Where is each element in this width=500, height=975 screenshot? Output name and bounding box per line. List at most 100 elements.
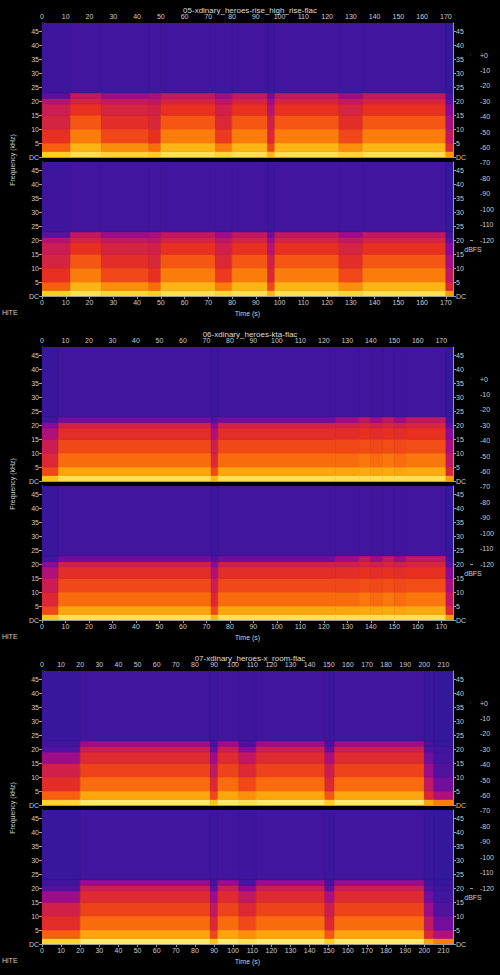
svg-text:35: 35 xyxy=(31,843,39,850)
svg-text:-20: -20 xyxy=(480,82,490,89)
svg-text:DC: DC xyxy=(456,941,466,948)
svg-text:30: 30 xyxy=(456,70,464,77)
svg-text:-30: -30 xyxy=(480,422,490,429)
svg-text:60: 60 xyxy=(179,337,187,344)
svg-text:170: 170 xyxy=(440,13,452,20)
svg-text:-60: -60 xyxy=(480,792,490,799)
svg-text:15: 15 xyxy=(31,436,39,443)
svg-text:40: 40 xyxy=(456,366,464,373)
svg-text:-90: -90 xyxy=(480,190,490,197)
svg-text:160: 160 xyxy=(342,661,354,668)
svg-text:20: 20 xyxy=(31,237,39,244)
svg-text:10: 10 xyxy=(456,589,464,596)
svg-text:15: 15 xyxy=(456,760,464,767)
svg-text:DC: DC xyxy=(29,941,39,948)
svg-text:160: 160 xyxy=(416,13,428,20)
svg-text:30: 30 xyxy=(456,857,464,864)
svg-text:50: 50 xyxy=(157,299,165,306)
svg-text:10: 10 xyxy=(31,913,39,920)
svg-text:35: 35 xyxy=(31,704,39,711)
svg-text:DC: DC xyxy=(456,802,466,809)
svg-text:10: 10 xyxy=(31,126,39,133)
svg-text:140: 140 xyxy=(365,337,377,344)
svg-text:-70: -70 xyxy=(480,483,490,490)
svg-text:35: 35 xyxy=(456,704,464,711)
svg-text:40: 40 xyxy=(31,366,39,373)
svg-text:40: 40 xyxy=(31,505,39,512)
svg-text:-10: -10 xyxy=(480,67,490,74)
svg-text:DC: DC xyxy=(456,617,466,624)
svg-text:-110: -110 xyxy=(480,869,494,876)
svg-text:-120: -120 xyxy=(480,885,494,892)
svg-text:Frequency (kHz): Frequency (kHz) xyxy=(9,134,17,186)
svg-text:40: 40 xyxy=(115,661,123,668)
svg-text:45: 45 xyxy=(456,491,464,498)
svg-text:30: 30 xyxy=(31,394,39,401)
svg-text:45: 45 xyxy=(31,167,39,174)
svg-text:40: 40 xyxy=(31,181,39,188)
svg-text:35: 35 xyxy=(31,380,39,387)
svg-text:45: 45 xyxy=(31,815,39,822)
svg-text:DC: DC xyxy=(29,802,39,809)
svg-text:210: 210 xyxy=(438,661,450,668)
svg-text:-90: -90 xyxy=(480,514,490,521)
svg-text:30: 30 xyxy=(95,661,103,668)
svg-text:-90: -90 xyxy=(480,838,490,845)
svg-text:5: 5 xyxy=(35,140,39,147)
svg-text:5: 5 xyxy=(456,279,460,286)
svg-text:10: 10 xyxy=(456,913,464,920)
svg-text:100: 100 xyxy=(227,947,239,954)
svg-text:30: 30 xyxy=(109,623,117,630)
svg-text:DC: DC xyxy=(456,478,466,485)
svg-text:10: 10 xyxy=(31,774,39,781)
svg-text:170: 170 xyxy=(361,947,373,954)
svg-text:-80: -80 xyxy=(480,823,490,830)
svg-text:35: 35 xyxy=(31,519,39,526)
svg-text:10: 10 xyxy=(62,623,70,630)
svg-text:25: 25 xyxy=(456,223,464,230)
svg-text:30: 30 xyxy=(109,13,117,20)
svg-text:150: 150 xyxy=(393,299,405,306)
svg-text:0: 0 xyxy=(40,623,44,630)
svg-text:20: 20 xyxy=(31,98,39,105)
svg-text:180: 180 xyxy=(380,947,392,954)
svg-text:20: 20 xyxy=(456,746,464,753)
svg-text:60: 60 xyxy=(181,299,189,306)
svg-text:120: 120 xyxy=(266,947,278,954)
svg-text:60: 60 xyxy=(179,623,187,630)
svg-text:40: 40 xyxy=(456,505,464,512)
svg-text:40: 40 xyxy=(31,829,39,836)
svg-text:30: 30 xyxy=(456,209,464,216)
svg-text:20: 20 xyxy=(31,746,39,753)
svg-text:140: 140 xyxy=(369,13,381,20)
svg-text:15: 15 xyxy=(31,899,39,906)
svg-text:160: 160 xyxy=(416,299,428,306)
svg-text:20: 20 xyxy=(456,561,464,568)
svg-text:30: 30 xyxy=(31,70,39,77)
svg-text:170: 170 xyxy=(440,299,452,306)
svg-text:140: 140 xyxy=(369,299,381,306)
svg-text:150: 150 xyxy=(393,13,405,20)
svg-text:10: 10 xyxy=(57,661,65,668)
svg-text:45: 45 xyxy=(456,676,464,683)
svg-text:90: 90 xyxy=(249,623,257,630)
svg-text:25: 25 xyxy=(456,408,464,415)
svg-text:+0: +0 xyxy=(480,376,488,383)
svg-text:+0: +0 xyxy=(480,52,488,59)
svg-text:15: 15 xyxy=(31,760,39,767)
svg-text:160: 160 xyxy=(412,623,424,630)
svg-text:35: 35 xyxy=(31,56,39,63)
svg-text:110: 110 xyxy=(298,299,309,306)
svg-text:-20: -20 xyxy=(480,406,490,413)
svg-text:15: 15 xyxy=(456,575,464,582)
svg-text:-60: -60 xyxy=(480,144,490,151)
svg-text:25: 25 xyxy=(31,732,39,739)
svg-text:15: 15 xyxy=(456,251,464,258)
svg-text:Time (s): Time (s) xyxy=(235,310,260,318)
svg-text:-10: -10 xyxy=(480,715,490,722)
svg-text:30: 30 xyxy=(109,299,117,306)
svg-text:40: 40 xyxy=(31,42,39,49)
svg-text:190: 190 xyxy=(399,661,411,668)
svg-text:45: 45 xyxy=(456,167,464,174)
svg-text:40: 40 xyxy=(133,13,141,20)
